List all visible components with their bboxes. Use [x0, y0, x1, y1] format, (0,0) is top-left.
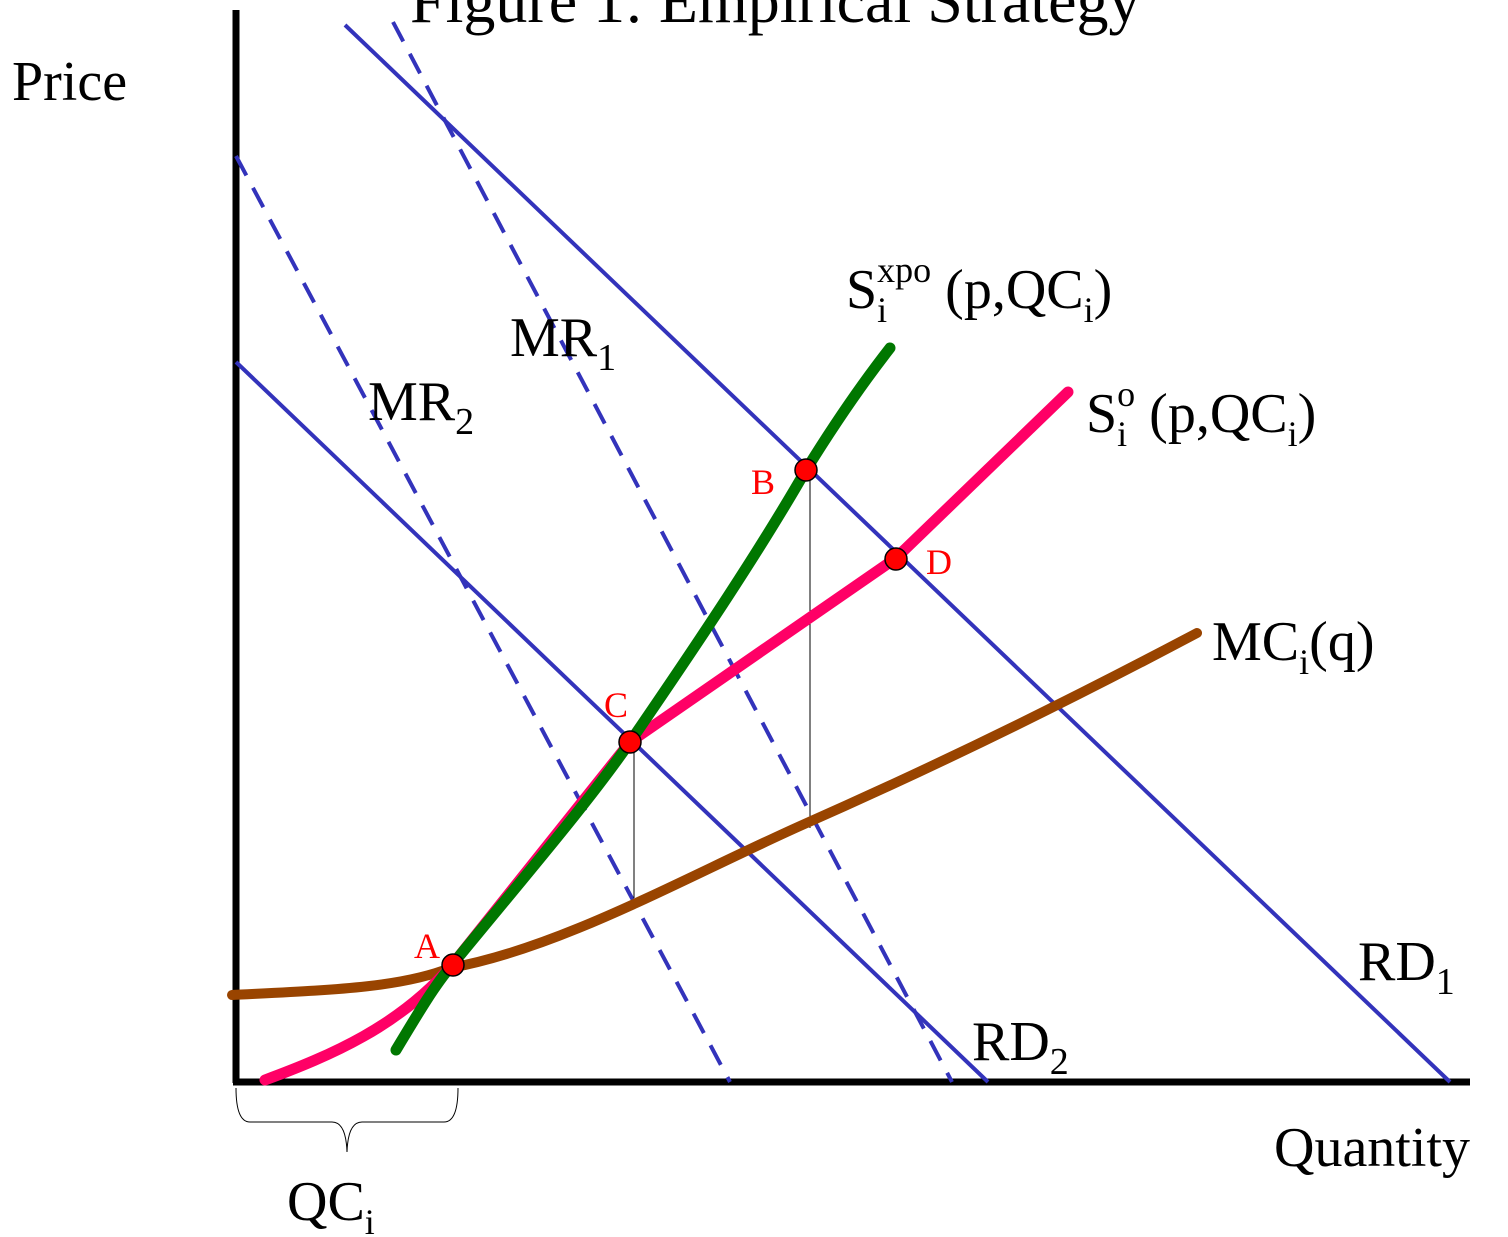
- s-xpo-args: (p,QC: [931, 259, 1083, 321]
- mc-args: (q): [1309, 611, 1374, 673]
- axes: [232, 10, 1470, 1086]
- s-o-curve: [259, 386, 1074, 1086]
- points: [441, 458, 908, 977]
- point-b: [794, 458, 818, 482]
- qc-sub: i: [365, 1202, 375, 1237]
- x-axis-label: Quantity: [1274, 1117, 1470, 1179]
- mr1-line: [391, 21, 954, 1083]
- rd2-main: RD: [972, 1011, 1050, 1073]
- s-o-args-close: ): [1298, 383, 1317, 445]
- point-a: [441, 953, 465, 977]
- mr2-label: MR2: [368, 371, 474, 443]
- s-o-args-sub: i: [1288, 414, 1298, 454]
- guide-lines: [633, 470, 811, 898]
- qc-main: QC: [287, 1171, 365, 1233]
- rd2-line: [234, 360, 990, 1084]
- s-o-sup: o: [1117, 374, 1135, 414]
- s-o-label: Sio (p,QCi): [1086, 374, 1316, 454]
- rd2-label: RD2: [972, 1011, 1069, 1083]
- point-d-label: D: [926, 542, 952, 582]
- qc-bracket: [235, 1087, 459, 1153]
- rd2-sub: 2: [1050, 1041, 1069, 1083]
- s-o-sub: i: [1117, 414, 1127, 454]
- mr1-label: MR1: [510, 307, 616, 379]
- s-xpo-sub: i: [877, 290, 887, 330]
- point-c: [618, 730, 642, 754]
- point-d: [884, 547, 908, 571]
- point-b-label: B: [751, 462, 775, 502]
- s-xpo-curve: [390, 342, 896, 1056]
- s-o-main: S: [1086, 383, 1117, 445]
- mc-label: MCi(q): [1212, 611, 1374, 682]
- rd1-label: RD1: [1358, 931, 1455, 1003]
- mc-main: MC: [1212, 611, 1299, 673]
- point-c-label: C: [604, 685, 628, 725]
- mc-curve: [227, 628, 1202, 1000]
- figure-title: Figure 1: Empirical Strategy: [410, 0, 1141, 36]
- mr2-sub: 2: [455, 401, 474, 443]
- s-o-args: (p,QC: [1135, 383, 1287, 445]
- mr1-main: MR: [510, 307, 598, 369]
- demand-curves: [234, 21, 1452, 1084]
- mr2-line: [234, 155, 732, 1083]
- rd1-main: RD: [1358, 931, 1436, 993]
- mc-sub: i: [1299, 642, 1309, 682]
- point-labels: A B C D: [414, 462, 952, 966]
- s-xpo-sup: xpo: [877, 250, 931, 290]
- s-xpo-args-close: ): [1094, 259, 1113, 321]
- qc-bracket-label: QCi: [287, 1171, 375, 1237]
- s-xpo-main: S: [846, 259, 877, 321]
- s-xpo-label: Sixpo (p,QCi): [846, 250, 1112, 330]
- mr1-sub: 1: [597, 337, 616, 379]
- point-a-label: A: [414, 926, 440, 966]
- s-xpo-args-sub: i: [1084, 290, 1094, 330]
- rd1-sub: 1: [1436, 961, 1455, 1003]
- mr2-main: MR: [368, 371, 456, 433]
- y-axis-label: Price: [12, 51, 127, 113]
